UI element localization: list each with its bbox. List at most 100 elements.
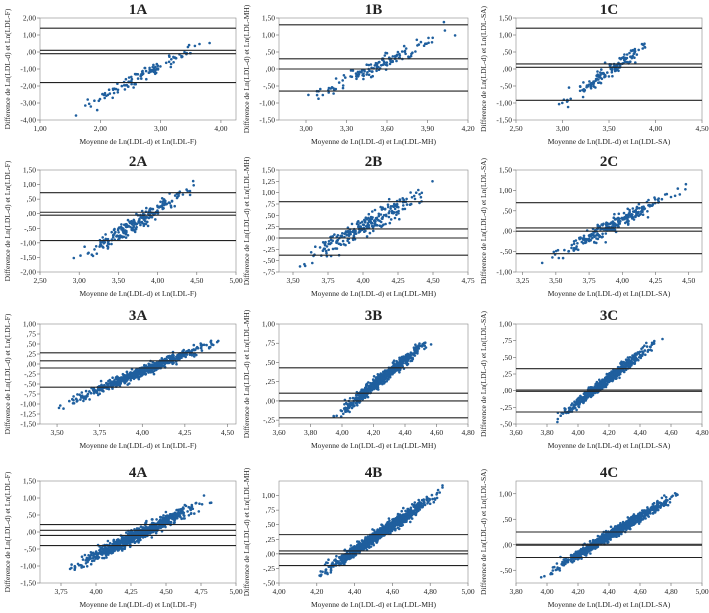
data-point bbox=[122, 235, 126, 239]
data-point bbox=[331, 235, 335, 238]
data-point bbox=[91, 388, 95, 392]
data-point bbox=[402, 506, 405, 510]
data-point bbox=[99, 551, 103, 555]
data-point bbox=[103, 96, 106, 100]
y-axis-label: Difference de Ln(LDL-d) et Ln(LDL-F) bbox=[3, 313, 12, 434]
data-point bbox=[601, 382, 605, 385]
data-point bbox=[424, 341, 427, 345]
data-point bbox=[175, 362, 178, 366]
data-point bbox=[72, 402, 76, 405]
data-point bbox=[362, 223, 366, 227]
data-point bbox=[651, 203, 654, 207]
data-point bbox=[106, 539, 110, 543]
data-point bbox=[117, 548, 120, 552]
data-point bbox=[346, 231, 349, 234]
data-point bbox=[358, 70, 362, 74]
data-point bbox=[72, 395, 75, 398]
data-point bbox=[600, 77, 604, 81]
data-point bbox=[198, 502, 201, 506]
data-point bbox=[403, 50, 407, 53]
data-point bbox=[572, 242, 576, 246]
x-tick-label: 3,50 bbox=[50, 428, 63, 437]
data-point bbox=[385, 380, 389, 383]
data-point bbox=[151, 361, 155, 364]
data-point bbox=[577, 405, 581, 409]
y-tick-label: -2,00 bbox=[20, 82, 36, 91]
data-point bbox=[348, 397, 352, 400]
data-point bbox=[389, 371, 392, 375]
data-point bbox=[404, 47, 408, 50]
data-point bbox=[170, 356, 173, 360]
data-point bbox=[588, 80, 591, 83]
data-point bbox=[129, 220, 133, 224]
data-point bbox=[321, 241, 325, 244]
data-point bbox=[172, 61, 175, 64]
data-point bbox=[386, 205, 390, 209]
data-point bbox=[116, 234, 120, 238]
data-point bbox=[118, 226, 122, 229]
data-point bbox=[372, 229, 375, 233]
data-point bbox=[361, 397, 365, 401]
y-tick-label: 1,50 bbox=[23, 166, 36, 175]
data-point bbox=[150, 207, 154, 211]
data-point bbox=[123, 88, 127, 91]
data-point bbox=[401, 207, 405, 211]
x-tick-label: 4,75 bbox=[461, 276, 474, 285]
data-point bbox=[607, 75, 611, 78]
data-point bbox=[409, 202, 413, 206]
data-point bbox=[634, 352, 637, 355]
data-point bbox=[597, 81, 600, 84]
data-point bbox=[131, 532, 134, 535]
data-point bbox=[631, 48, 635, 52]
panel-title: 2B bbox=[365, 154, 383, 170]
data-point bbox=[126, 224, 129, 227]
data-point bbox=[367, 225, 370, 229]
data-point bbox=[345, 233, 349, 237]
data-point bbox=[175, 192, 179, 196]
data-point bbox=[125, 370, 129, 374]
data-point bbox=[567, 86, 571, 89]
data-point bbox=[344, 401, 348, 405]
data-point bbox=[387, 215, 391, 219]
data-point bbox=[656, 198, 660, 201]
data-point bbox=[359, 221, 362, 225]
data-point bbox=[156, 205, 159, 209]
data-point bbox=[132, 218, 136, 222]
data-point bbox=[112, 91, 116, 95]
data-point bbox=[98, 392, 101, 396]
data-point bbox=[652, 342, 656, 345]
data-point bbox=[150, 527, 153, 531]
x-axis-label: Moyenne de Ln(LDL-d) et Ln(LDL-F) bbox=[79, 441, 197, 450]
data-point bbox=[121, 535, 124, 539]
data-point bbox=[604, 232, 608, 235]
data-point bbox=[188, 353, 192, 357]
data-point bbox=[165, 202, 169, 206]
x-axis-label: Moyenne de Ln(LDL-d) et Ln(LDL-SA) bbox=[548, 441, 671, 450]
data-point bbox=[80, 391, 84, 394]
data-point bbox=[582, 401, 585, 405]
x-tick-label: 4,25 bbox=[124, 587, 137, 596]
data-point bbox=[595, 241, 598, 245]
data-point bbox=[415, 345, 418, 348]
data-point bbox=[111, 387, 114, 390]
data-point bbox=[144, 220, 147, 223]
data-point bbox=[152, 63, 155, 67]
y-tick-label: ,50 bbox=[27, 340, 37, 349]
data-point bbox=[614, 217, 618, 221]
data-point bbox=[89, 551, 93, 554]
data-point bbox=[200, 349, 204, 352]
data-point bbox=[624, 60, 627, 64]
data-point bbox=[111, 376, 114, 380]
data-point bbox=[131, 223, 134, 226]
data-point bbox=[183, 50, 186, 54]
data-point bbox=[613, 371, 617, 375]
y-tick-label: 1,00 bbox=[262, 491, 275, 500]
panel-4b: 4B4,00 4,20 4,40 4,60 4,80 5,00-,50-,25,00,25… bbox=[242, 465, 475, 609]
data-point bbox=[380, 217, 384, 220]
y-tick-label: ,00 bbox=[266, 234, 276, 243]
data-point bbox=[410, 359, 414, 363]
data-point bbox=[395, 53, 399, 57]
data-point bbox=[329, 569, 333, 572]
data-point bbox=[169, 65, 173, 69]
data-point bbox=[114, 230, 117, 234]
